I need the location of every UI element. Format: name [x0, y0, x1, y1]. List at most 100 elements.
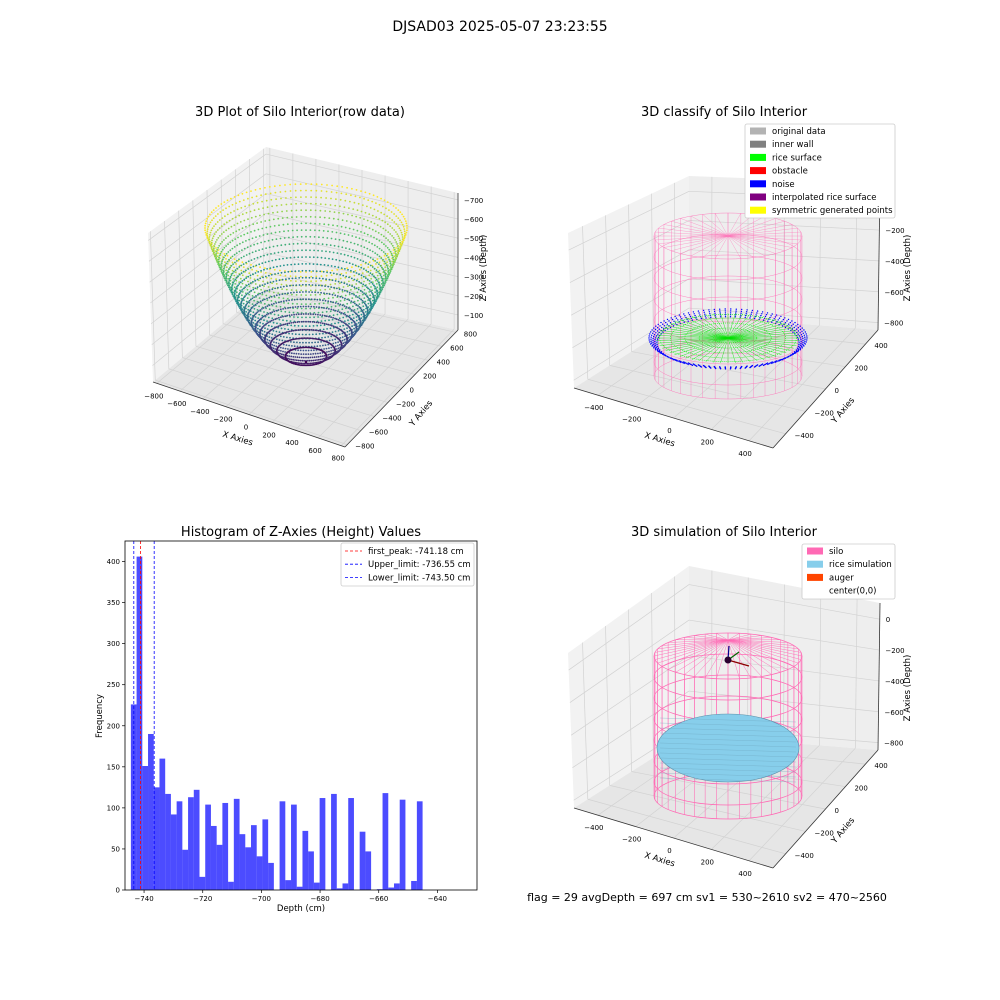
p3-bar [159, 758, 166, 890]
p1-data-point [259, 187, 261, 190]
p1-data-point [368, 261, 371, 264]
p1-data-point [347, 315, 350, 318]
p1-data-point [267, 324, 270, 327]
p1-data-point [206, 230, 209, 233]
p4-grid-line [605, 626, 610, 786]
p1-data-point [257, 293, 259, 296]
p1-data-point [282, 319, 284, 322]
p1-data-point [338, 333, 341, 336]
p2-noise-point [792, 323, 794, 325]
p2-noise-point [665, 321, 667, 324]
p1-data-point [241, 192, 244, 195]
p1-data-point [235, 252, 238, 255]
p1-data-point [344, 226, 347, 229]
p1-data-point [247, 305, 250, 308]
p1-data-point [239, 242, 241, 245]
p1-data-point [341, 219, 344, 222]
p1-data-point [300, 215, 303, 218]
p2-noise-point [798, 342, 800, 344]
p1-data-point [337, 327, 339, 330]
p1-data-point [318, 277, 321, 280]
p1-data-point [376, 290, 378, 293]
p1-data-point [247, 268, 250, 270]
p1-data-point [374, 276, 377, 279]
p1-data-point [245, 311, 248, 313]
p2-noise-point [804, 340, 806, 342]
p1-data-point [301, 333, 304, 336]
p1-data-point [259, 321, 262, 324]
p2-noise-point [684, 315, 686, 317]
p3-bar [279, 801, 286, 890]
p1-data-point [314, 303, 316, 305]
p1-data-point [391, 227, 394, 229]
p1-data-point [287, 328, 290, 331]
p1-data-point [350, 241, 352, 244]
p1-data-point [373, 275, 375, 278]
p2-noise-point [676, 360, 678, 362]
p1-data-point [238, 228, 241, 231]
p1-data-point [371, 200, 374, 203]
p1-data-point [321, 330, 324, 333]
p1-data-point [354, 302, 356, 305]
p1-ytick-label: 600 [450, 344, 463, 352]
p1-data-point [229, 283, 232, 285]
p1-data-point [400, 221, 403, 224]
p1-data-point [287, 357, 289, 360]
p1-data-point [270, 303, 273, 306]
p3-bar [228, 881, 234, 890]
p1-data-point [330, 316, 332, 319]
p1-data-point [370, 235, 372, 237]
p1-data-point [276, 317, 278, 320]
p1-data-point [258, 263, 261, 266]
p1-data-point [216, 229, 219, 231]
p3-ytick-label: 250 [107, 681, 120, 689]
p1-data-point [321, 311, 324, 314]
p1-data-point [229, 249, 232, 252]
p1-data-point [253, 258, 256, 260]
p1-data-point [271, 343, 274, 346]
p1-data-point [336, 252, 339, 255]
p1-data-point [235, 263, 238, 265]
p1-data-point [373, 244, 376, 247]
p1-data-point [305, 362, 307, 365]
p3-title: Histogram of Z-Axies (Height) Values [181, 525, 421, 540]
p2-noise-point [796, 336, 799, 339]
p1-data-point [229, 275, 232, 278]
p1-data-point [211, 219, 213, 222]
p1-data-point [225, 277, 228, 280]
p1-data-point [342, 212, 345, 215]
p1-data-point [341, 246, 344, 249]
p2-noise-point [789, 326, 791, 329]
p2-noise-point [660, 351, 662, 353]
p1-data-point [358, 297, 361, 300]
p1-data-point [265, 307, 267, 310]
p2-rice-spoke [665, 325, 729, 339]
p1-grid-line [150, 212, 267, 304]
p4-silo-roof-spoke [727, 639, 795, 667]
p1-data-point [252, 280, 254, 283]
p1-data-point [204, 231, 207, 234]
p2-noise-point [719, 308, 721, 310]
p1-data-point [239, 277, 242, 280]
p1-data-point [320, 275, 323, 277]
p1-data-point [237, 284, 240, 287]
p1-data-point [267, 274, 270, 277]
p1-data-point [369, 249, 371, 252]
p1-data-point [376, 286, 379, 289]
p1-data-point [232, 281, 235, 284]
p1-data-point [329, 271, 332, 274]
p2-noise-point [755, 314, 757, 316]
p1-data-point [359, 196, 361, 199]
p1-data-point [294, 359, 296, 361]
p2-noise-point [719, 316, 722, 318]
p2-rice-ring [698, 327, 758, 349]
p2-grid-line [568, 190, 690, 251]
p1-data-point [325, 323, 328, 325]
p1-data-point [270, 232, 273, 235]
p1-data-point [353, 332, 356, 335]
p1-data-point [218, 264, 220, 267]
p1-data-point [401, 223, 404, 226]
p1-data-point [247, 275, 250, 278]
p2-noise-point [705, 317, 707, 319]
